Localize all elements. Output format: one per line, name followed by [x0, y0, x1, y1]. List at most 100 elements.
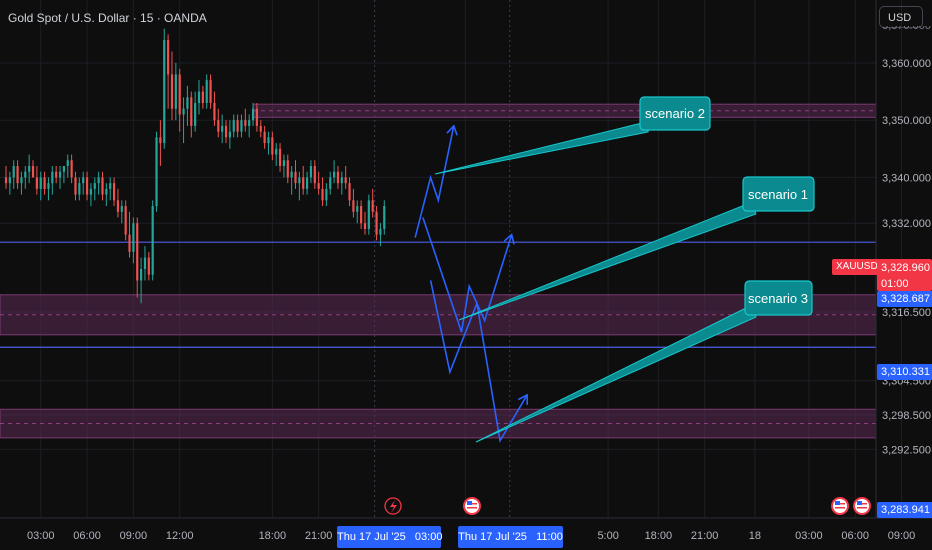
candle-body — [140, 269, 143, 281]
price-tick-label: 3,340.000 — [882, 172, 931, 184]
candle-body — [155, 137, 158, 207]
candle-body — [93, 183, 96, 189]
candle-body — [290, 171, 293, 178]
candle-body — [47, 183, 50, 189]
candle-body — [228, 131, 231, 138]
candle-body — [66, 160, 69, 166]
candle-body — [333, 171, 336, 178]
candle-body — [174, 74, 177, 109]
candle-body — [221, 125, 224, 132]
callout-box-1 — [742, 176, 815, 212]
us-flag-event-icon[interactable] — [831, 497, 849, 515]
scenario-arrowhead — [517, 393, 529, 405]
candle-body — [39, 177, 42, 189]
candle-body — [178, 74, 181, 115]
candle-body — [116, 200, 120, 212]
candle-body — [371, 200, 374, 212]
time-tick-label: 18:00 — [259, 530, 287, 542]
symbol-title[interactable]: Gold Spot / U.S. Dollar · 15 · OANDA — [8, 11, 207, 25]
candle-body — [143, 257, 147, 270]
candle-body — [70, 160, 73, 178]
candle-body — [352, 200, 355, 212]
candle-body — [170, 74, 174, 109]
candle-body — [224, 125, 228, 138]
price-line-label-1: 3,328.687 — [877, 291, 932, 307]
candle-body — [190, 97, 193, 126]
callout-label-scenario-3: scenario 3 — [748, 291, 808, 306]
candle-body — [151, 206, 154, 275]
candle-body — [194, 103, 197, 126]
candle-body — [329, 177, 332, 189]
event-icons[interactable] — [384, 497, 871, 515]
time-axis[interactable]: 03:0006:0009:0012:0018:0021:0005:0018:00… — [27, 530, 915, 542]
candle-body — [321, 188, 324, 201]
candle-body — [24, 171, 27, 178]
candle-body — [136, 223, 139, 281]
current-symbol-tag: XAUUSD — [832, 259, 882, 275]
candle-body — [217, 120, 220, 132]
time-tick-label: 21:00 — [691, 530, 719, 542]
time-tick-label: 21:00 — [305, 530, 333, 542]
candle-body — [82, 177, 85, 184]
candle-body — [147, 257, 150, 275]
candle-body — [294, 171, 297, 184]
candle-body — [363, 223, 367, 229]
us-flag-event-icon[interactable] — [463, 497, 481, 515]
candle-body — [302, 177, 305, 189]
scenario-arrowhead — [446, 124, 458, 136]
currency-button[interactable]: USD — [879, 6, 923, 28]
callout-box-3 — [744, 280, 813, 316]
candle-body — [275, 148, 278, 155]
callout-box-2 — [639, 96, 711, 131]
candle-body — [58, 171, 62, 178]
price-axis-top-label: 3,370.000 — [882, 26, 931, 32]
candle-body — [163, 40, 166, 144]
candle-body — [383, 206, 386, 229]
us-flag-event-icon[interactable] — [853, 497, 871, 515]
scenario-path — [422, 217, 513, 333]
current-price-label: 3,328.960 01:00 — [877, 259, 932, 291]
candle-body — [182, 108, 185, 115]
supply-demand-zones — [0, 103, 877, 439]
candle-body — [197, 91, 201, 104]
candle-body — [43, 177, 46, 189]
price-tick-label: 3,292.500 — [882, 444, 931, 456]
candle-body — [236, 120, 239, 132]
price-tick-label: 3,316.500 — [882, 307, 931, 319]
candle-body — [20, 177, 23, 184]
candle-body — [379, 228, 382, 235]
price-tick-label: 3,332.000 — [882, 218, 931, 230]
candle-body — [209, 80, 212, 104]
scenario-arrowhead — [503, 233, 515, 245]
candle-body — [305, 177, 309, 189]
candle-body — [16, 165, 19, 184]
candle-body — [278, 148, 282, 166]
candle-body — [251, 108, 255, 121]
scenario-path — [414, 125, 455, 238]
candle-body — [85, 177, 89, 195]
time-tick-label: 18:00 — [645, 530, 673, 542]
candle-body — [55, 171, 58, 178]
candle-body — [267, 137, 270, 144]
candle-body — [74, 177, 77, 195]
time-tick-label: 03:00 — [27, 530, 55, 542]
candle-body — [28, 165, 31, 172]
candle-body — [78, 183, 81, 195]
candle-countdown: 01:00 — [881, 278, 909, 290]
candle-body — [101, 177, 104, 195]
candle-body — [186, 97, 189, 109]
candle-body — [336, 171, 340, 184]
candle-body — [132, 223, 135, 252]
candle-body — [213, 103, 216, 121]
lightning-event-icon[interactable] — [384, 497, 402, 515]
candle-body — [325, 188, 328, 201]
candle-body — [360, 206, 363, 224]
candle-body — [12, 165, 15, 178]
time-tick-label: 06:00 — [841, 530, 869, 542]
price-axis[interactable]: 3,360.000 3,350.000 3,340.000 3,332.000 3,31… — [882, 58, 931, 456]
time-tick-label: 03:00 — [795, 530, 823, 542]
candle-body — [244, 120, 247, 126]
candle-body — [167, 40, 170, 75]
candle-body — [35, 177, 38, 189]
